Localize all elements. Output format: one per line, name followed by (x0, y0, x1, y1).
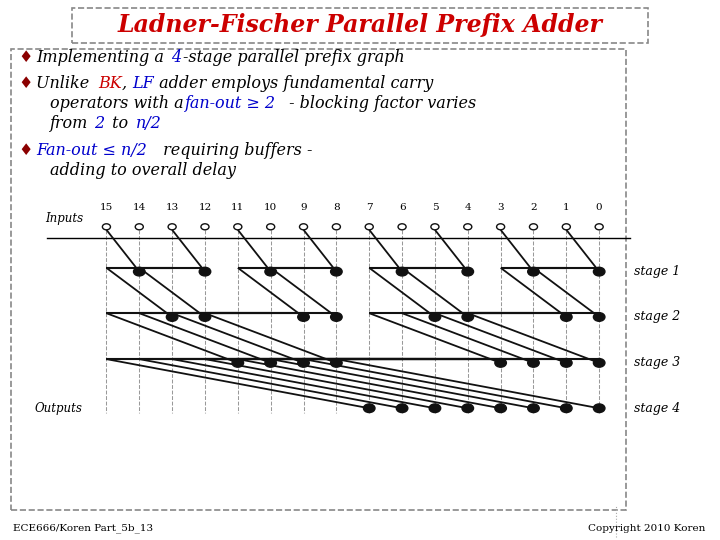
Circle shape (232, 359, 243, 367)
Text: n/2: n/2 (136, 115, 162, 132)
Text: adder employs fundamental carry: adder employs fundamental carry (154, 75, 433, 92)
Text: Fan-out ≤ n/2: Fan-out ≤ n/2 (36, 141, 147, 159)
Circle shape (364, 404, 375, 413)
Circle shape (528, 404, 539, 413)
Text: 3: 3 (498, 203, 504, 212)
Circle shape (265, 267, 276, 276)
Circle shape (462, 404, 474, 413)
Circle shape (429, 404, 441, 413)
Text: 4: 4 (171, 49, 181, 66)
Text: stage 4: stage 4 (634, 402, 680, 415)
Text: BK: BK (98, 75, 122, 92)
Circle shape (298, 359, 310, 367)
Circle shape (528, 359, 539, 367)
Text: from: from (50, 115, 94, 132)
Circle shape (396, 267, 408, 276)
Text: ♦: ♦ (18, 75, 32, 92)
Text: requiring buffers -: requiring buffers - (158, 141, 312, 159)
Circle shape (133, 267, 145, 276)
Circle shape (495, 404, 506, 413)
Text: 11: 11 (231, 203, 245, 212)
Text: Implementing a: Implementing a (36, 49, 169, 66)
Text: 9: 9 (300, 203, 307, 212)
Text: 7: 7 (366, 203, 372, 212)
Circle shape (561, 404, 572, 413)
Text: ♦: ♦ (18, 141, 32, 159)
Text: Unlike: Unlike (36, 75, 94, 92)
Circle shape (593, 359, 605, 367)
Text: stage 1: stage 1 (634, 265, 680, 278)
Circle shape (593, 267, 605, 276)
Text: 1: 1 (563, 203, 570, 212)
Text: 4: 4 (464, 203, 471, 212)
Text: 5: 5 (431, 203, 438, 212)
Circle shape (330, 313, 342, 321)
Circle shape (495, 359, 506, 367)
Text: Outputs: Outputs (35, 402, 83, 415)
Text: fan-out ≥ 2: fan-out ≥ 2 (185, 95, 276, 112)
Text: 15: 15 (100, 203, 113, 212)
Circle shape (396, 404, 408, 413)
Circle shape (265, 359, 276, 367)
Text: 8: 8 (333, 203, 340, 212)
Text: Copyright 2010 Koren: Copyright 2010 Koren (588, 524, 706, 532)
Text: 12: 12 (198, 203, 212, 212)
Text: ,: , (122, 75, 127, 92)
Text: 14: 14 (132, 203, 146, 212)
Circle shape (330, 267, 342, 276)
Text: stage 2: stage 2 (634, 310, 680, 323)
Text: to: to (107, 115, 132, 132)
Circle shape (593, 404, 605, 413)
Text: stage 3: stage 3 (634, 356, 680, 369)
Circle shape (199, 267, 211, 276)
Text: 2: 2 (530, 203, 537, 212)
Text: 10: 10 (264, 203, 277, 212)
Text: ECE666/Koren Part_5b_13: ECE666/Koren Part_5b_13 (13, 523, 153, 533)
Circle shape (462, 267, 474, 276)
Circle shape (561, 359, 572, 367)
Text: Inputs: Inputs (45, 212, 83, 225)
Text: Ladner-Fischer Parallel Prefix Adder: Ladner-Fischer Parallel Prefix Adder (117, 14, 603, 37)
Circle shape (528, 267, 539, 276)
Circle shape (462, 313, 474, 321)
Circle shape (298, 313, 310, 321)
FancyBboxPatch shape (72, 8, 648, 43)
Text: LF: LF (132, 75, 153, 92)
Circle shape (429, 313, 441, 321)
Text: ♦: ♦ (18, 49, 32, 66)
Text: -stage parallel prefix graph: -stage parallel prefix graph (183, 49, 405, 66)
Text: 2: 2 (94, 115, 104, 132)
Text: - blocking factor varies: - blocking factor varies (284, 95, 477, 112)
Text: 0: 0 (596, 203, 603, 212)
Circle shape (166, 313, 178, 321)
Text: adding to overall delay: adding to overall delay (50, 161, 236, 179)
Circle shape (593, 313, 605, 321)
Text: 6: 6 (399, 203, 405, 212)
Text: 13: 13 (166, 203, 179, 212)
Circle shape (199, 313, 211, 321)
FancyBboxPatch shape (11, 49, 626, 510)
Text: operators with a: operators with a (50, 95, 189, 112)
Circle shape (561, 313, 572, 321)
Circle shape (330, 359, 342, 367)
